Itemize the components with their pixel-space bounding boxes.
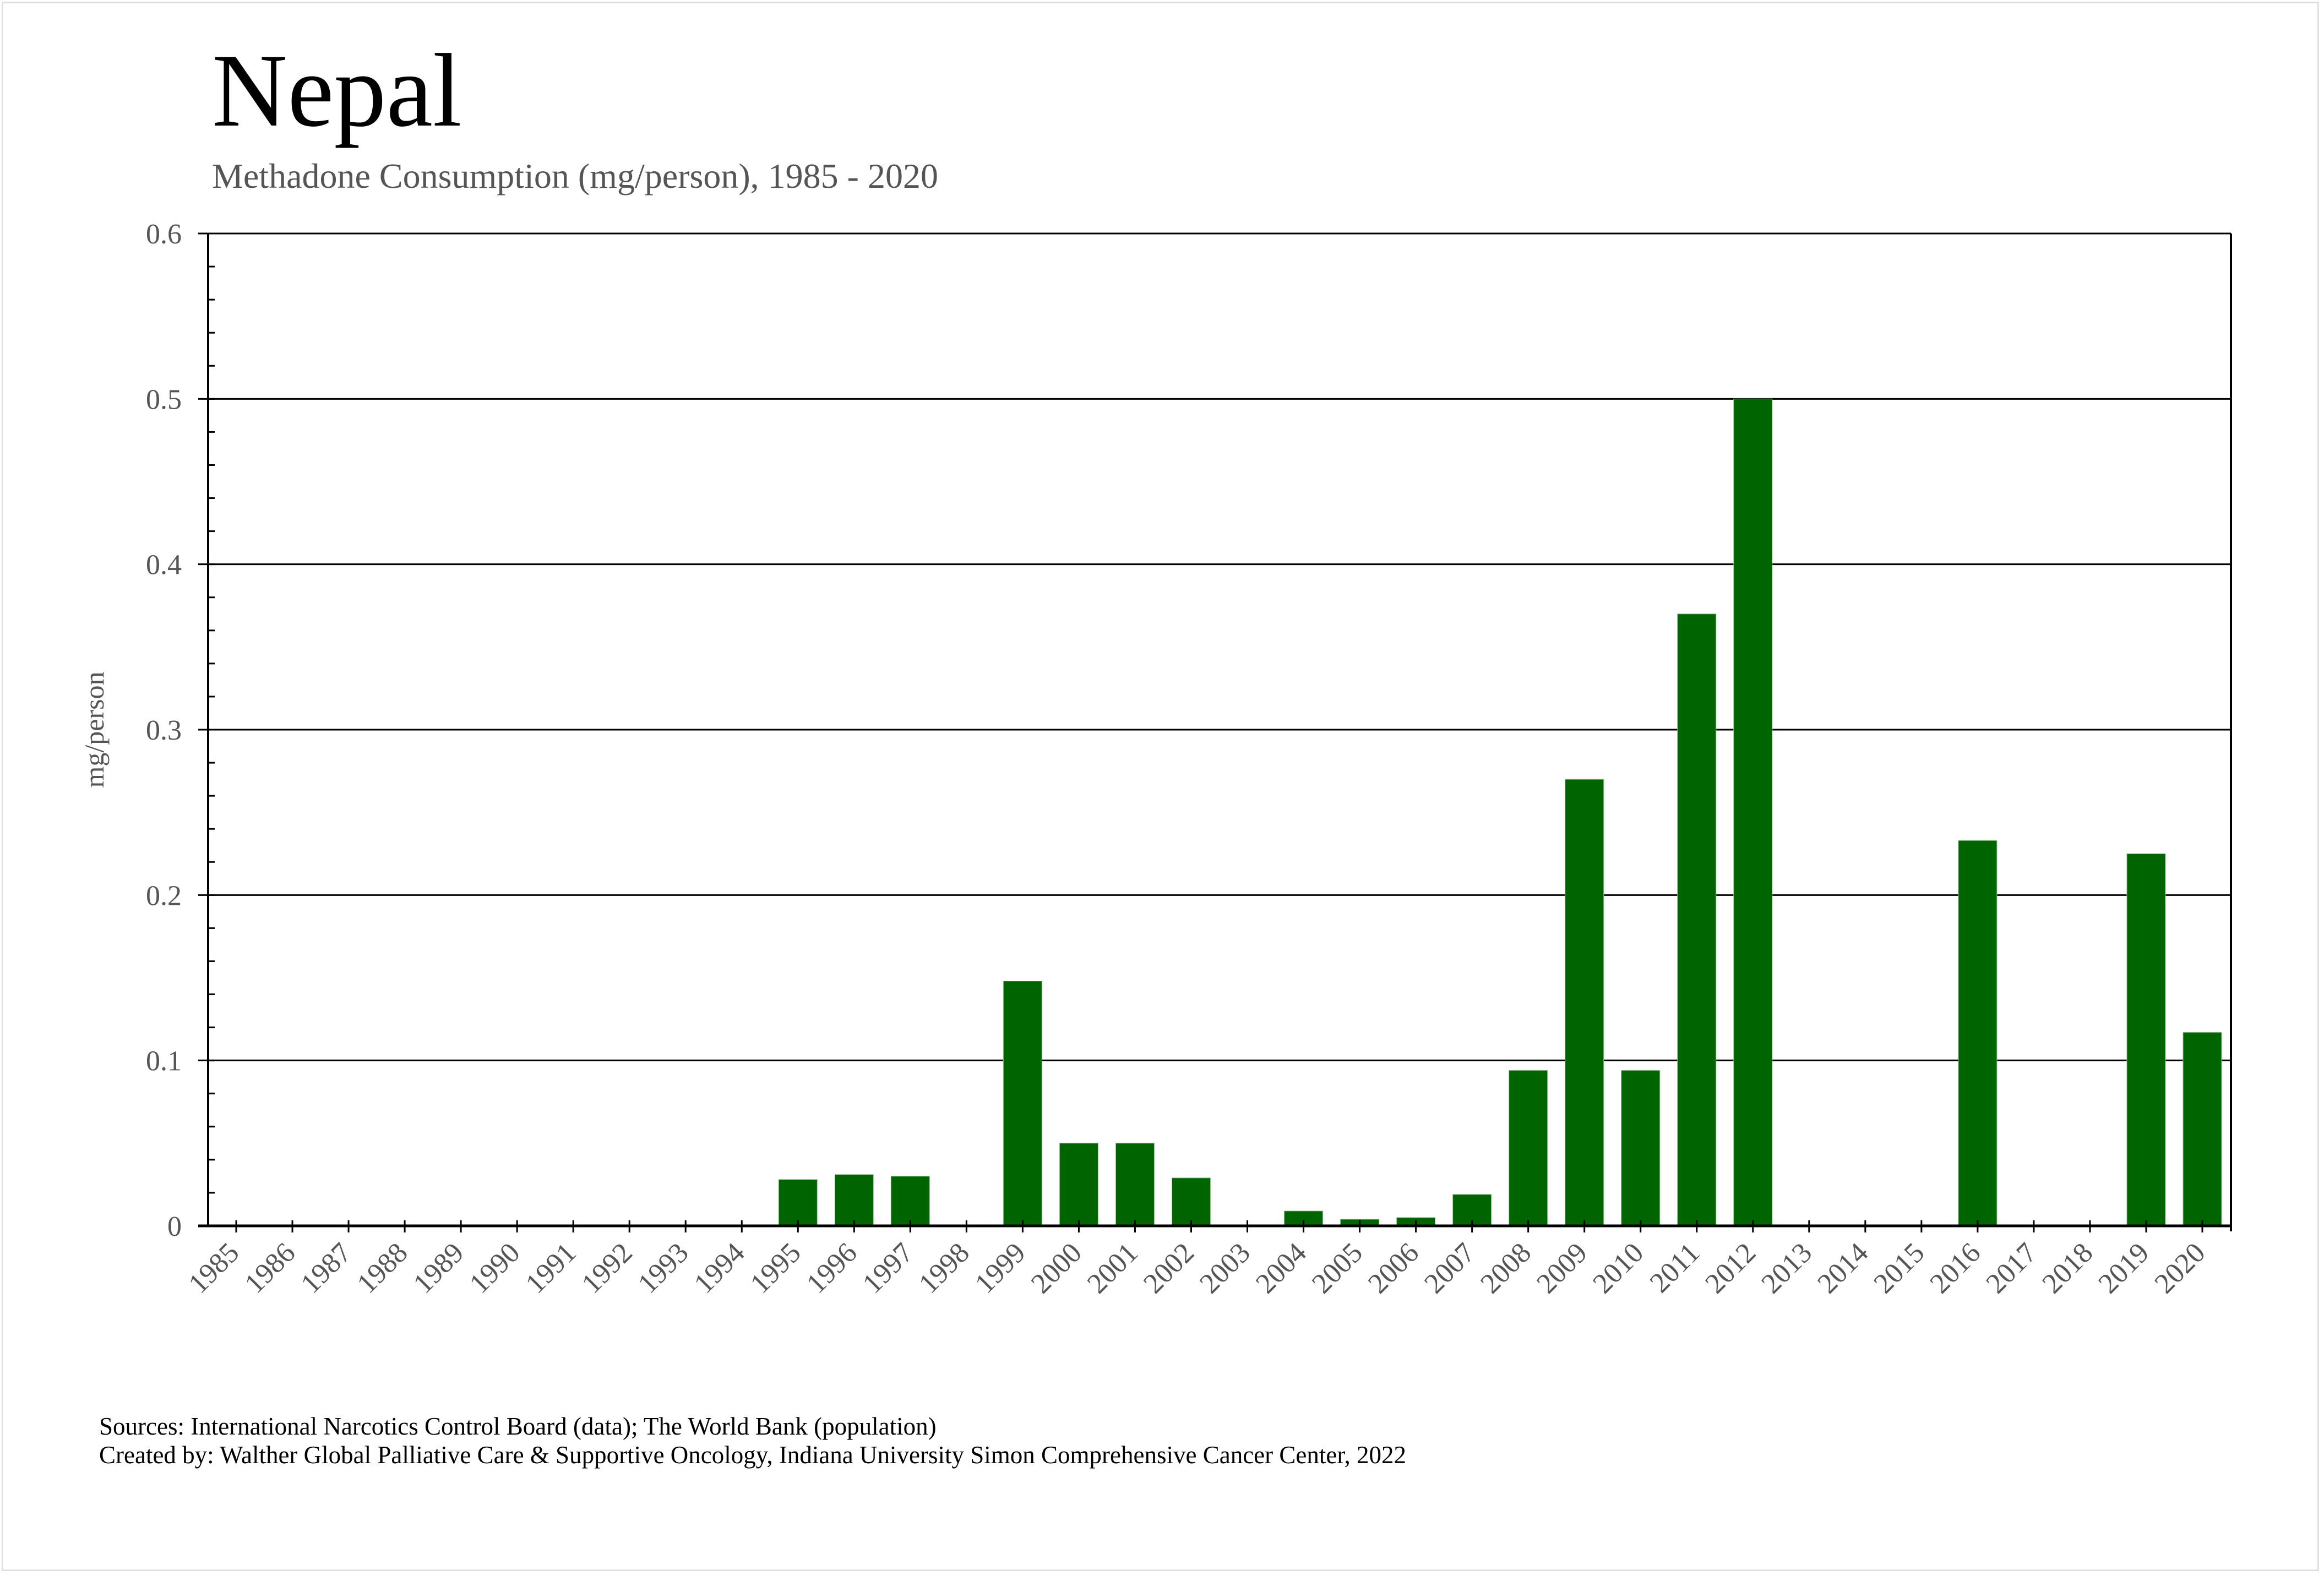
footer-created-by: Created by: Walther Global Palliative Ca… [99, 1441, 1407, 1469]
x-tick-label: 1995 [744, 1237, 807, 1300]
bar-1999 [1003, 981, 1042, 1226]
y-tick-label: 0.1 [146, 1046, 182, 1077]
bar-1995 [778, 1179, 818, 1226]
bar-2020 [2183, 1032, 2222, 1226]
x-tick-label: 2015 [1868, 1237, 1930, 1300]
bar-2008 [1509, 1070, 1548, 1226]
bar-2001 [1115, 1143, 1155, 1226]
bar-2019 [2126, 853, 2166, 1226]
x-tick-label: 1985 [183, 1237, 246, 1300]
x-tick-label: 2011 [1644, 1237, 1706, 1299]
x-tick-label: 2019 [2093, 1237, 2156, 1300]
x-tick-label: 1991 [520, 1237, 583, 1300]
x-tick-label: 1986 [239, 1237, 302, 1300]
x-tick-label: 2010 [1587, 1237, 1650, 1300]
y-tick-label: 0.6 [146, 219, 182, 250]
y-tick-label: 0.3 [146, 715, 182, 746]
x-tick-label: 1992 [576, 1237, 639, 1300]
x-tick-label: 2000 [1025, 1237, 1088, 1300]
x-tick-label: 2001 [1081, 1237, 1144, 1300]
bar-2012 [1733, 398, 1773, 1226]
chart-subtitle: Methadone Consumption (mg/person), 1985 … [212, 156, 938, 195]
y-axis-ticks: 0 0.1 0.2 0.3 0.4 0.5 0.6 [146, 219, 215, 1242]
x-tick-label: 2003 [1194, 1237, 1256, 1300]
x-tick-label: 1990 [464, 1237, 526, 1300]
x-tick-label: 1988 [351, 1237, 414, 1300]
x-tick-label: 2002 [1137, 1237, 1200, 1300]
x-tick-label: 1997 [857, 1237, 919, 1300]
x-tick-label: 1989 [407, 1237, 470, 1300]
axes [198, 233, 2232, 1231]
x-tick-label: 1987 [295, 1237, 358, 1300]
bar-2009 [1565, 779, 1604, 1226]
y-tick-label: 0 [167, 1211, 182, 1242]
bar-2011 [1677, 613, 1717, 1226]
y-tick-label: 0.4 [146, 550, 182, 581]
gridlines [198, 232, 2231, 1227]
x-tick-label: 2012 [1699, 1237, 1762, 1300]
x-tick-label: 2017 [1980, 1237, 2043, 1300]
x-tick-label: 2016 [1924, 1237, 1987, 1300]
x-tick-label: 2009 [1531, 1237, 1593, 1300]
footer-sources: Sources: International Narcotics Control… [99, 1413, 937, 1440]
x-tick-label: 2014 [1811, 1237, 1874, 1300]
x-tick-label: 2018 [2037, 1237, 2099, 1300]
x-axis-ticks: 1985198619871988198919901991199219931994… [183, 1220, 2212, 1300]
x-tick-label: 1998 [913, 1237, 976, 1300]
bar-2016 [1958, 840, 1998, 1226]
x-tick-label: 2020 [2149, 1237, 2212, 1300]
x-tick-label: 2008 [1474, 1237, 1537, 1300]
chart-title: Nepal [212, 33, 462, 149]
x-tick-label: 2007 [1418, 1237, 1481, 1300]
x-tick-label: 2006 [1362, 1237, 1425, 1300]
x-tick-label: 1996 [801, 1237, 863, 1300]
x-tick-label: 2004 [1250, 1237, 1313, 1300]
bar-2002 [1171, 1177, 1211, 1226]
bar-2000 [1059, 1143, 1098, 1226]
bar-1997 [890, 1176, 930, 1226]
x-tick-label: 1994 [688, 1237, 751, 1300]
y-tick-label: 0.5 [146, 384, 182, 415]
bar-2010 [1621, 1070, 1661, 1226]
x-tick-label: 1993 [632, 1237, 695, 1300]
x-tick-label: 1999 [969, 1237, 1032, 1300]
x-tick-label: 2005 [1306, 1237, 1369, 1300]
bar-1996 [834, 1174, 874, 1226]
bars [778, 398, 2222, 1226]
x-tick-label: 2013 [1755, 1237, 1818, 1300]
y-tick-label: 0.2 [146, 880, 182, 911]
y-axis-label: mg/person [79, 671, 110, 788]
